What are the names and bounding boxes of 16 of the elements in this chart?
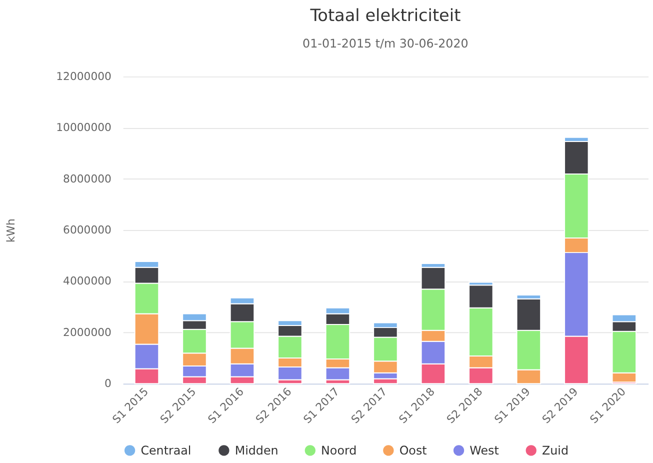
legend-label: Midden [234,443,278,458]
y-tick-label: 10000000 [56,121,112,134]
legend-label: Noord [321,443,357,458]
y-tick-label: 6000000 [63,224,112,236]
legend-label: Zuid [542,443,569,458]
y-tick-label: 8000000 [63,172,112,186]
legend-label: West [470,443,500,458]
legend-label: Oost [399,443,428,458]
y-tick-label: 12000000 [56,70,112,83]
chart-subtitle: 01-01-2015 t/m 30-06-2020 [302,36,468,51]
y-axis-title: kWh [4,218,18,243]
legend-label: Centraal [140,443,192,458]
y-tick-label: 2000000 [63,326,112,339]
chart-title: Totaal elektriciteit [309,4,462,25]
y-tick-label: 4000000 [63,274,112,288]
y-tick-label: 0 [104,377,112,390]
